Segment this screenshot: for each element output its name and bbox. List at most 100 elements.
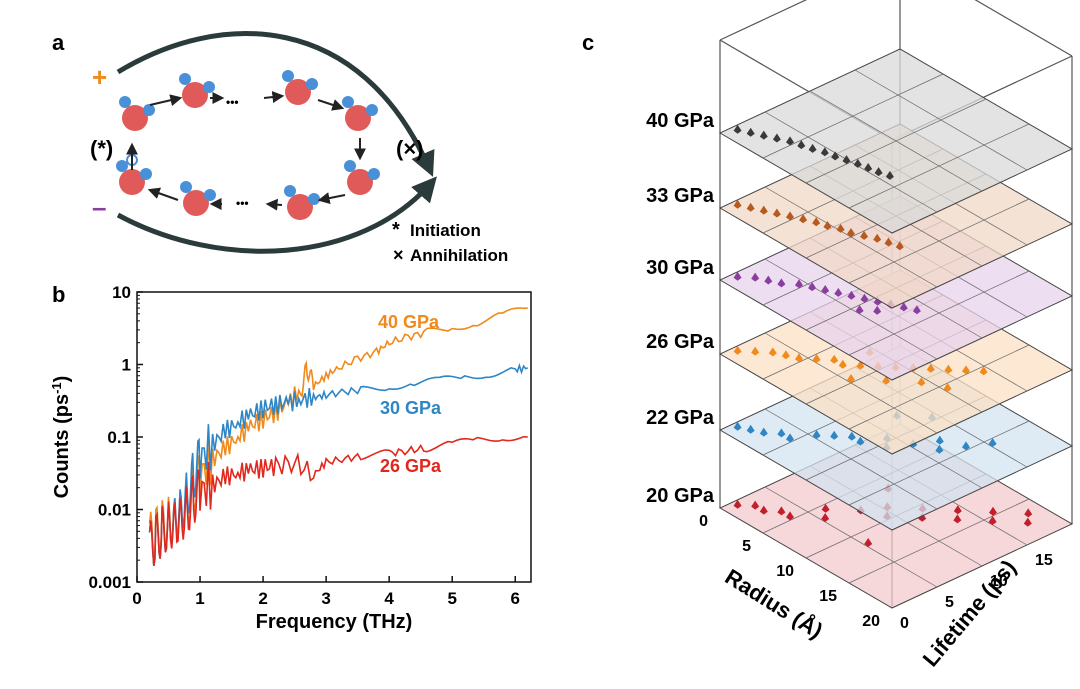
chart-c-point xyxy=(988,516,997,525)
hydrogen-atom xyxy=(282,70,294,82)
panel-label-b: b xyxy=(52,282,65,307)
oxygen-atom xyxy=(122,105,148,131)
chart-c-point xyxy=(812,430,821,439)
chart-c-point xyxy=(795,353,803,363)
chart-c-point xyxy=(853,158,862,168)
chain-dots-top: ••• xyxy=(226,95,239,109)
chart-b-series-label: 40 GPa xyxy=(378,312,440,332)
chain-arrow xyxy=(149,94,183,107)
hydrogen-atom xyxy=(366,104,378,116)
plus-sign: + xyxy=(92,62,107,92)
chart-c-point xyxy=(842,155,851,165)
hydrogen-atom xyxy=(179,73,191,85)
chart-c-point xyxy=(786,511,794,521)
water-molecule xyxy=(180,181,216,216)
chain-arrow xyxy=(317,192,346,205)
chart-c-point xyxy=(944,364,953,374)
chart-c-point xyxy=(799,214,808,224)
hydrogen-atom xyxy=(204,189,216,201)
chain-arrow xyxy=(265,198,283,211)
chart-c-point xyxy=(751,346,760,356)
hydrogen-atom xyxy=(368,168,380,180)
chart-c-radius-tick-label: 20 xyxy=(862,613,880,630)
chart-c-point xyxy=(777,428,786,438)
chart-b-series-label: 26 GPa xyxy=(380,456,442,476)
chart-c-point xyxy=(855,305,864,314)
hydrogen-atom xyxy=(284,185,296,197)
chart-c-lifetime-tick-label: 15 xyxy=(1035,552,1053,569)
chart-c-point xyxy=(823,220,832,230)
water-molecule xyxy=(179,73,215,108)
hydrogen-atom xyxy=(119,96,131,108)
annihilation-marker: (×) xyxy=(396,136,424,161)
chart-c-grid-line xyxy=(848,270,1030,356)
chart-c-point xyxy=(847,374,855,383)
water-molecule xyxy=(344,160,380,195)
chart-b-y-ticks: 0.001 0.01 0.1 1 10 xyxy=(88,283,143,592)
chart-c-point xyxy=(808,282,817,292)
chart-b-x-tick-label: 2 xyxy=(258,589,267,608)
chart-c-point xyxy=(953,505,962,515)
chart-c-point xyxy=(895,241,904,251)
chart-c-grid-line xyxy=(854,69,1028,171)
initiation-marker: (*) xyxy=(90,136,113,161)
chart-b-x-axis-label: Frequency (THz) xyxy=(256,611,413,633)
chart-c-point xyxy=(943,383,952,392)
oxygen-atom xyxy=(287,194,313,220)
water-molecule xyxy=(116,160,152,195)
legend-initiation-symbol: * xyxy=(392,219,400,241)
chart-c-point xyxy=(746,424,755,434)
chart-c-point xyxy=(962,441,970,451)
oxygen-atom xyxy=(345,105,371,131)
chart-c-point xyxy=(764,275,773,285)
chart-c-grid-line xyxy=(848,420,1030,506)
water-molecule xyxy=(282,70,318,105)
chart-b-y-tick-label: 0.1 xyxy=(107,428,131,447)
hydrogen-atom xyxy=(342,96,354,108)
panel-a: a + – (*) (×) ••• ••• * Initiation × Ann… xyxy=(52,30,508,265)
chart-c-point xyxy=(856,436,865,446)
chart-c-point xyxy=(746,202,755,212)
chart-c-point xyxy=(836,223,845,233)
chart-c-point xyxy=(733,271,742,281)
chart-c-point xyxy=(786,136,794,146)
chart-b-x-tick-label: 1 xyxy=(195,589,204,608)
chart-c-point xyxy=(733,421,742,431)
chart-c-point xyxy=(777,278,786,288)
panel-c: c 20 GPa 22 GPa 26 GPa 30 GPa 33 GPa 40 GPa 0… xyxy=(582,0,1074,671)
chart-c-point xyxy=(831,151,840,161)
chart-c-point xyxy=(820,147,829,157)
chart-c-point xyxy=(864,163,873,172)
chart-b-y-axis-label: Counts (ps-1) xyxy=(49,376,73,499)
hydrogen-atom xyxy=(116,160,128,172)
hydrogen-atom xyxy=(308,193,320,205)
chart-c-point xyxy=(838,359,847,369)
water-chain xyxy=(116,70,380,220)
chart-b-x-tick-label: 0 xyxy=(132,589,141,608)
chart-c-point xyxy=(733,124,742,134)
chart-c-point xyxy=(821,285,830,294)
chart-c-radius-tick-label: 10 xyxy=(776,563,794,580)
chart-c-point xyxy=(874,167,883,177)
legend-initiation-label: Initiation xyxy=(410,221,481,240)
chart-c-grid-line xyxy=(848,198,1030,284)
chart-c-point xyxy=(751,500,760,510)
chart-c-point xyxy=(733,199,742,209)
panel-label-c: c xyxy=(582,30,594,55)
chart-c-layers: 20 GPa 22 GPa 26 GPa 30 GPa 33 GPa 40 GPa xyxy=(646,48,1074,609)
chart-c-point xyxy=(768,347,777,357)
chart-c-point xyxy=(759,505,768,515)
chart-c-point xyxy=(860,293,869,303)
hydrogen-atom xyxy=(344,160,356,172)
oxygen-atom xyxy=(119,169,145,195)
lower-arc-arrow xyxy=(116,176,437,254)
chart-c-point xyxy=(873,296,882,306)
chart-c-point xyxy=(733,345,742,355)
oxygen-atom xyxy=(183,190,209,216)
chart-c-point xyxy=(979,366,988,376)
chart-c-point xyxy=(864,538,873,547)
chart-b-x-tick-label: 4 xyxy=(384,589,394,608)
chart-c-point xyxy=(751,272,760,282)
chart-c-point xyxy=(912,305,921,315)
